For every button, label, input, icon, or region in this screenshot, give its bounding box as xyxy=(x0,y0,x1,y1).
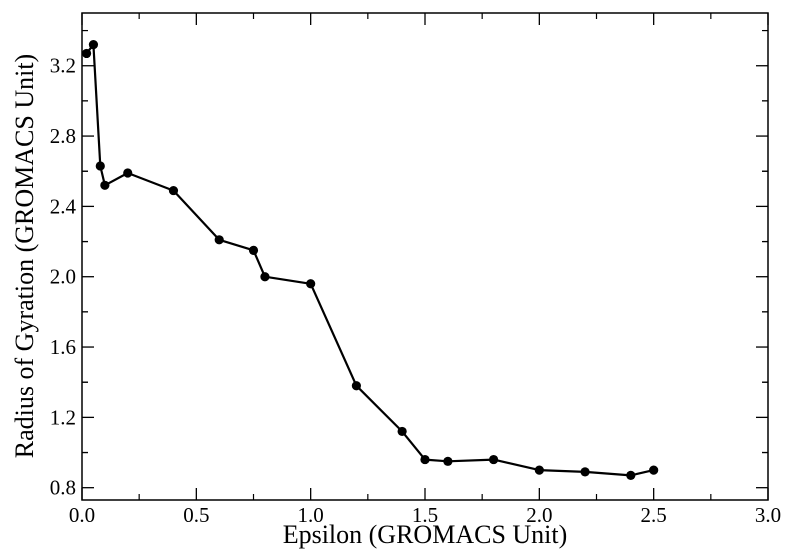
x-tick-label: 0.5 xyxy=(183,503,209,527)
x-axis-ticks: 0.0 0.5 1.0 1.5 2.0 2.5 3.0 xyxy=(69,13,781,527)
data-point xyxy=(626,470,636,480)
data-point xyxy=(420,454,430,465)
x-tick-label: 3.0 xyxy=(755,503,781,527)
y-axis-title: Radius of Gyration (GROMACS Unit) xyxy=(10,54,39,458)
x-tick-label: 2.5 xyxy=(641,503,667,527)
series-group xyxy=(81,40,659,480)
data-point xyxy=(351,381,361,391)
data-point xyxy=(580,467,590,477)
y-tick-label: 1.6 xyxy=(50,335,76,359)
y-tick-label: 3.2 xyxy=(50,54,76,78)
x-tick-label: 1.0 xyxy=(298,503,324,527)
data-point xyxy=(100,180,110,190)
data-point xyxy=(168,185,179,196)
y-tick-label: 1.2 xyxy=(50,405,76,429)
y-tick-label: 2.8 xyxy=(50,124,76,148)
x-tick-label: 1.5 xyxy=(412,503,438,527)
data-point xyxy=(248,245,259,255)
x-tick-label: 2.0 xyxy=(526,503,552,527)
plot-frame xyxy=(81,12,769,501)
data-point xyxy=(649,465,659,475)
y-tick-label: 0.8 xyxy=(50,476,76,500)
y-tick-label: 2.0 xyxy=(50,265,76,289)
data-point xyxy=(443,456,453,466)
data-point xyxy=(88,40,99,50)
data-point xyxy=(534,465,544,475)
data-point xyxy=(260,272,270,282)
data-point xyxy=(214,235,224,245)
data-point xyxy=(95,161,105,171)
data-point xyxy=(123,168,133,178)
series-line xyxy=(85,43,654,477)
data-point xyxy=(306,279,316,289)
y-tick-label: 2.4 xyxy=(50,194,77,218)
x-axis-title: Epsilon (GROMACS Unit) xyxy=(283,520,568,549)
data-point xyxy=(397,426,407,437)
data-point xyxy=(489,454,499,465)
data-point xyxy=(81,48,92,59)
x-tick-label: 0.0 xyxy=(69,503,95,527)
y-axis-ticks: 0.8 1.2 1.6 2.0 2.4 2.8 3.2 xyxy=(50,29,768,500)
